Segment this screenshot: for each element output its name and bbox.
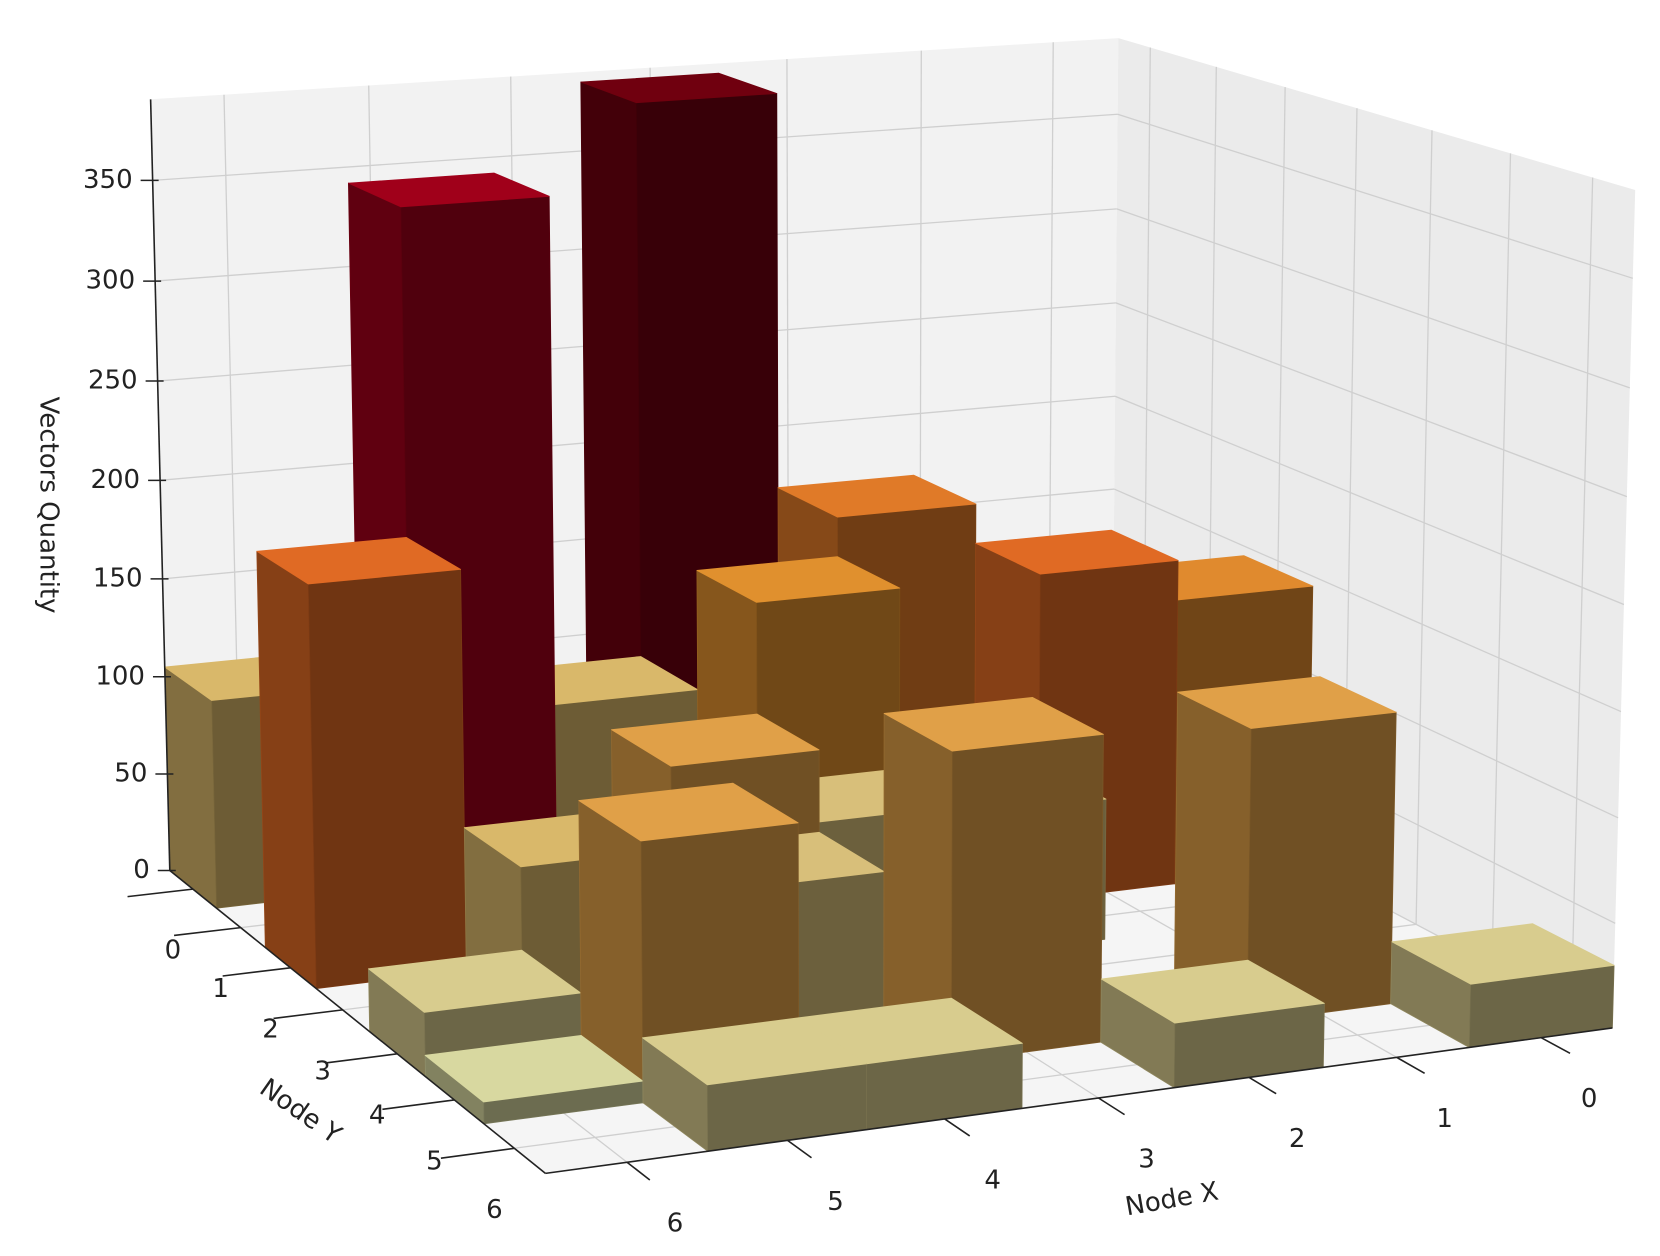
x-tick (1248, 1076, 1277, 1095)
bar-side (256, 550, 317, 989)
y-tick-label: 4 (369, 1100, 386, 1130)
y-tick-label: 1 (212, 974, 229, 1004)
bar-top (777, 474, 977, 518)
bar (1174, 676, 1397, 1024)
x-tick-label: 5 (827, 1187, 844, 1217)
x-axis-title: Node X (1123, 1177, 1221, 1223)
x-tick-label: 6 (667, 1209, 684, 1239)
bar-top (347, 172, 550, 208)
bar (883, 697, 1104, 1063)
y-tick-label: 6 (486, 1195, 503, 1225)
bar (256, 537, 467, 989)
bar (1100, 959, 1325, 1089)
z-axis-title: Vectors Quantity (34, 396, 64, 613)
x-tick-label: 2 (1289, 1124, 1306, 1154)
y-tick (173, 926, 241, 937)
grid-line (1570, 177, 1594, 1007)
y-tick-label: 2 (262, 1014, 279, 1044)
bars (164, 72, 1615, 1152)
y-axis-title: Node Y (254, 1073, 347, 1150)
bar-top (696, 556, 901, 603)
bar-top (1177, 676, 1397, 729)
x-tick-label: 1 (1436, 1104, 1453, 1134)
z-tick-label: 300 (85, 266, 135, 296)
bar-top (1100, 959, 1325, 1024)
z-tick-label: 50 (114, 758, 147, 788)
grid-line (1117, 113, 1633, 279)
y-axis-line (169, 869, 546, 1174)
bar-top (642, 1017, 867, 1086)
bar-top (975, 529, 1179, 575)
x-tick (944, 1118, 971, 1137)
x-tick (626, 1161, 651, 1181)
y-tick-label: 0 (165, 936, 182, 966)
bar (1390, 923, 1615, 1048)
bar (642, 1017, 867, 1152)
x-tick-label: 3 (1138, 1144, 1155, 1174)
y-tick-label: 3 (314, 1056, 331, 1086)
x-tick (1396, 1056, 1426, 1074)
grid-line (1113, 488, 1622, 713)
grid-line (1415, 130, 1433, 925)
bar-top (578, 782, 799, 842)
bar (424, 1035, 644, 1125)
x-axis-line (545, 1027, 1613, 1175)
bar-front (307, 569, 467, 989)
z-tick-label: 200 (90, 465, 140, 495)
z-tick-label: 250 (88, 366, 138, 396)
bar (578, 782, 800, 1104)
z-tick-label: 0 (133, 855, 150, 885)
y-tick (326, 1053, 398, 1064)
bar-top (1391, 923, 1615, 985)
y-tick (127, 888, 194, 898)
bar-top (368, 949, 582, 1013)
x-tick (1540, 1036, 1571, 1054)
grid-line (1491, 153, 1512, 965)
y-tick (440, 1147, 515, 1159)
z-axis-line (149, 99, 171, 871)
z-tick-label: 150 (93, 563, 143, 593)
y-tick (273, 1009, 343, 1020)
x-tick (787, 1139, 812, 1159)
z-tick-label: 350 (83, 165, 133, 195)
x-tick-label: 0 (1581, 1084, 1598, 1114)
grid-line (1116, 208, 1631, 389)
z-tick-label: 100 (95, 661, 145, 691)
bar-top (611, 713, 820, 767)
y-tick (382, 1099, 455, 1111)
bar-top (580, 72, 778, 104)
bar-top (256, 537, 462, 585)
bar-top (883, 697, 1104, 752)
grid-line (1114, 395, 1625, 606)
x-tick-label: 4 (984, 1165, 1001, 1195)
grid-line (1115, 302, 1628, 498)
y-tick-label: 5 (426, 1146, 443, 1176)
y-tick (222, 967, 291, 977)
bar-top (424, 1035, 644, 1103)
x-tick (1098, 1097, 1125, 1116)
